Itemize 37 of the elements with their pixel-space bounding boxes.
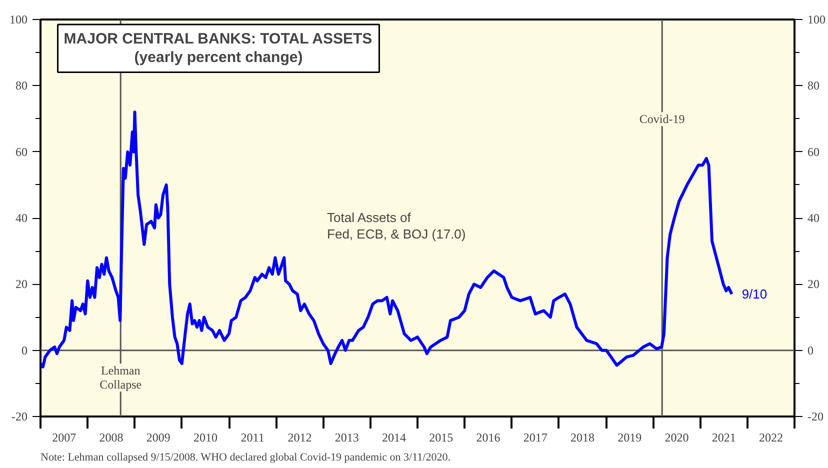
x-tick-label: 2020 xyxy=(664,430,689,444)
y2-tick-label: 80 xyxy=(808,78,820,93)
x-tick-label: 2018 xyxy=(570,430,594,444)
ref-line-label: Lehman Collapse xyxy=(100,364,142,392)
y2-tick-label: 0 xyxy=(808,343,814,358)
y-tick-label: 80 xyxy=(16,78,28,93)
x-tick-label: 2017 xyxy=(523,430,548,444)
x-tick-label: 2013 xyxy=(334,430,359,444)
text: (yearly percent change) xyxy=(134,49,303,66)
x-tick-label: 2007 xyxy=(52,430,76,444)
y2-tick-label: -20 xyxy=(808,410,824,424)
y-tick-label: -20 xyxy=(12,410,28,424)
y-tick-label: 40 xyxy=(16,211,28,225)
x-tick-label: 2008 xyxy=(99,430,124,444)
y2-tick-label: 100 xyxy=(808,12,826,26)
ref-line-label: Covid-19 xyxy=(639,112,685,126)
x-tick-label: 2014 xyxy=(382,430,406,444)
x-tick-label: 2021 xyxy=(712,430,736,444)
x-tick-label: 2015 xyxy=(429,430,454,444)
y-tick-label: 60 xyxy=(16,144,28,159)
y-tick-label: 0 xyxy=(22,343,28,358)
y2-tick-label: 60 xyxy=(808,144,820,159)
x-tick-label: 2012 xyxy=(288,430,312,444)
x-tick-label: 2022 xyxy=(758,430,783,444)
x-tick-label: 2011 xyxy=(240,430,264,444)
text: Note: Lehman collapsed 9/15/2008. WHO declared global Covid-19 pandemic on 3/11/2020. xyxy=(40,452,451,464)
annotation: 9/10 xyxy=(742,286,768,302)
x-tick-label: 2009 xyxy=(146,430,170,444)
x-tick-label: 2019 xyxy=(618,430,642,444)
text: MAJOR CENTRAL BANKS: TOTAL ASSETS xyxy=(64,30,372,48)
y-tick-label: 100 xyxy=(10,12,28,26)
y2-tick-label: 40 xyxy=(808,211,820,225)
y2-tick-label: 20 xyxy=(808,277,820,292)
y-tick-label: 20 xyxy=(16,277,28,292)
x-tick-label: 2010 xyxy=(193,430,218,444)
x-tick-label: 2016 xyxy=(476,430,500,444)
annotation: Total Assets of Fed, ECB, & BOJ (17.0) xyxy=(327,210,466,242)
